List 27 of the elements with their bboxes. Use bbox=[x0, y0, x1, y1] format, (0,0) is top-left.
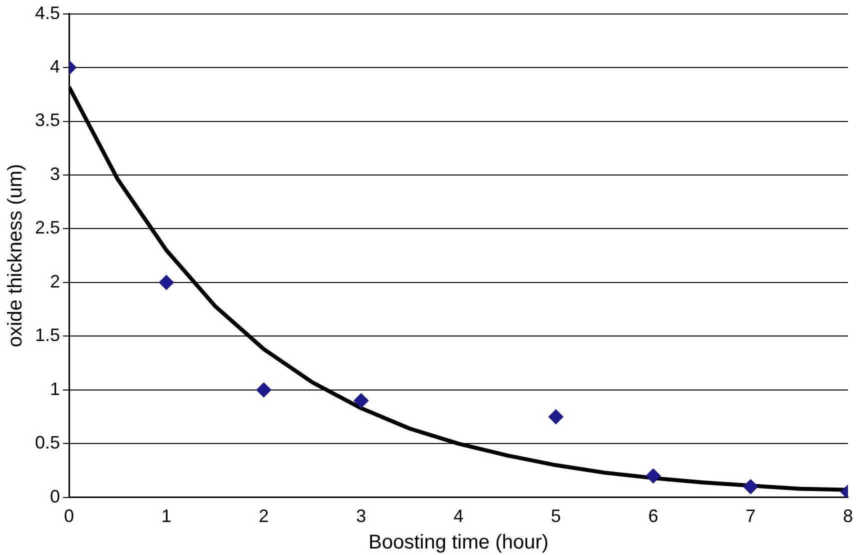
point bbox=[548, 409, 564, 424]
y-tick-label: 4 bbox=[50, 56, 60, 76]
point bbox=[158, 274, 174, 290]
point bbox=[256, 382, 272, 398]
x-tick-label: 4 bbox=[454, 506, 464, 526]
point bbox=[646, 468, 661, 484]
y-tick-label: 1 bbox=[50, 378, 60, 399]
y-tick-label: 4.5 bbox=[34, 2, 60, 23]
x-tick-label: 0 bbox=[64, 506, 74, 526]
y-tick-label: 0 bbox=[50, 486, 60, 506]
y-tick-label: 2 bbox=[50, 271, 60, 292]
x-tick-label: 6 bbox=[648, 506, 658, 526]
x-tick-label: 5 bbox=[550, 506, 561, 526]
y-tick-label: 0.5 bbox=[34, 432, 60, 453]
x-tick-label: 1 bbox=[161, 506, 172, 526]
x-tick-label: 2 bbox=[258, 506, 269, 526]
x-tick-label: 7 bbox=[746, 506, 756, 526]
y-tick-label: 3.5 bbox=[34, 110, 60, 130]
y-tick-label: 1.5 bbox=[34, 325, 60, 346]
y-tick-label: 3 bbox=[50, 164, 60, 184]
x-tick-label: 3 bbox=[356, 506, 366, 526]
point bbox=[354, 393, 369, 408]
point bbox=[743, 479, 758, 494]
y-axis-title: oxide thickness (um) bbox=[4, 164, 27, 348]
y-tick-label: 2.5 bbox=[34, 218, 60, 238]
x-tick-label: 8 bbox=[842, 506, 854, 526]
x-axis-title: Boosting time (hour) bbox=[368, 532, 549, 554]
